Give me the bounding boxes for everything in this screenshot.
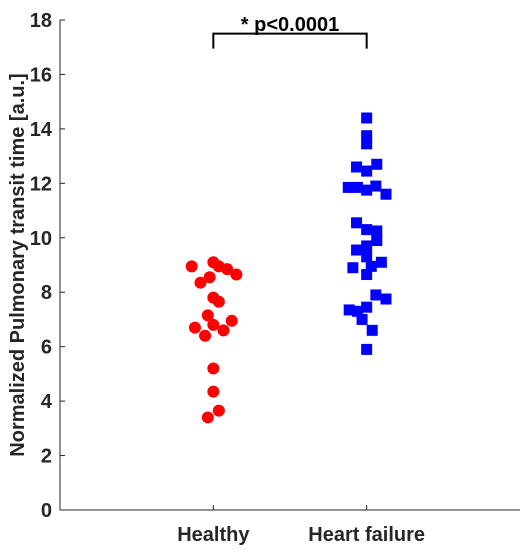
data-point-heart-failure: [361, 184, 373, 196]
data-point-heart-failure: [361, 269, 373, 281]
y-tick-label: 6: [41, 337, 52, 359]
data-point-healthy: [203, 271, 216, 284]
y-tick-label: 8: [41, 282, 52, 304]
significance-label: * p<0.0001: [241, 14, 339, 36]
data-point-healthy: [225, 314, 238, 327]
data-point-heart-failure: [370, 180, 382, 192]
data-point-healthy: [199, 329, 212, 342]
data-point-heart-failure: [366, 324, 378, 336]
y-tick-label: 0: [41, 500, 52, 522]
data-point-heart-failure: [351, 161, 363, 173]
y-tick-label: 16: [30, 64, 52, 86]
y-tick-label: 12: [30, 173, 52, 195]
y-tick-label: 14: [30, 119, 53, 141]
y-tick-label: 10: [30, 228, 52, 250]
data-point-healthy: [185, 260, 198, 273]
significance-bracket: [212, 32, 368, 49]
data-point-heart-failure: [370, 289, 382, 301]
data-point-heart-failure: [361, 301, 373, 313]
data-point-healthy: [207, 318, 220, 331]
data-point-heart-failure: [361, 343, 373, 355]
data-point-healthy: [188, 321, 201, 334]
data-points: [185, 112, 392, 424]
data-point-heart-failure: [361, 240, 373, 252]
data-point-heart-failure: [365, 260, 377, 272]
data-point-heart-failure: [351, 305, 363, 317]
data-point-healthy: [201, 309, 214, 322]
data-point-heart-failure: [361, 112, 373, 124]
data-point-heart-failure: [361, 130, 373, 142]
data-point-heart-failure: [361, 224, 373, 236]
y-tick-label: 2: [41, 446, 52, 468]
data-point-heart-failure: [343, 304, 355, 316]
data-point-healthy: [194, 276, 207, 289]
data-point-heart-failure: [356, 313, 368, 325]
significance-annotation: * p<0.0001: [212, 14, 368, 49]
data-point-healthy: [230, 268, 243, 281]
axes: 0 2 4 6 8 10 12 14 16 18 Healthy Heart failure: [30, 10, 520, 546]
y-axis-label: Normalized Pulmonary transit time [a.u.]: [7, 73, 29, 456]
data-point-heart-failure: [380, 188, 392, 200]
data-point-heart-failure: [361, 251, 373, 263]
data-point-healthy: [217, 324, 230, 337]
data-point-heart-failure: [371, 225, 383, 237]
x-tick-label: Heart failure: [308, 524, 425, 546]
data-point-heart-failure: [351, 217, 363, 229]
data-point-heart-failure: [375, 256, 387, 268]
data-point-healthy: [221, 263, 234, 276]
data-point-healthy: [207, 362, 220, 375]
data-point-heart-failure: [351, 181, 363, 193]
y-tick-label: 18: [30, 10, 52, 32]
data-point-heart-failure: [371, 235, 383, 246]
y-tick-label: 4: [41, 391, 53, 413]
data-point-heart-failure: [371, 158, 383, 170]
data-point-heart-failure: [380, 293, 392, 305]
data-point-healthy: [201, 411, 214, 424]
data-point-heart-failure: [361, 138, 373, 150]
data-point-heart-failure: [351, 244, 363, 256]
data-point-healthy: [212, 404, 225, 417]
data-point-heart-failure: [347, 262, 359, 274]
data-point-healthy: [207, 385, 220, 398]
data-point-heart-failure: [342, 181, 354, 193]
x-tick-label: Healthy: [177, 524, 250, 546]
data-point-healthy: [212, 295, 225, 308]
data-point-heart-failure: [361, 165, 373, 177]
